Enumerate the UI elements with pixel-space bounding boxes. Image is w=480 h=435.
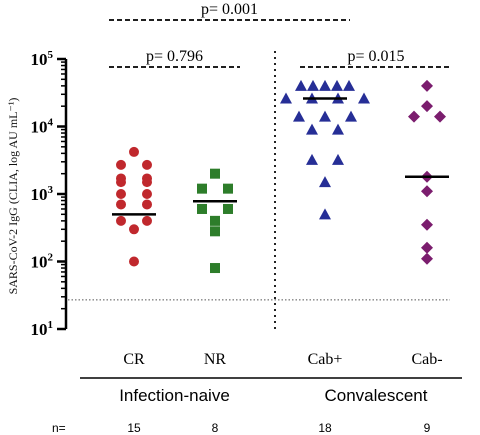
n-value: 8 [212,421,219,435]
data-point [129,256,139,267]
comparison-p-value: p= 0.015 [347,48,404,65]
data-point [331,79,343,91]
data-point [280,92,292,104]
comparison-p-value: p= 0.796 [146,48,203,65]
data-point [319,208,331,220]
data-point [142,215,152,226]
data-point [306,123,318,135]
x-category-label: Cab- [411,351,442,368]
data-point [197,203,207,214]
reference-line-layer [68,51,450,329]
x-category-label: NR [204,351,227,368]
data-point [306,153,318,165]
data-point [343,79,355,91]
data-point [129,146,139,157]
x-axis-categories: CR NR Cab+ Cab- [123,351,442,368]
y-tick-label: 101 [31,319,54,339]
group-label: Convalescent [324,386,427,405]
y-tick-label: 105 [31,49,54,69]
data-point [421,100,433,113]
data-point [295,79,307,91]
data-point [142,159,152,170]
data-point [332,123,344,135]
data-point [319,110,331,122]
data-point [129,224,139,235]
data-point [142,189,152,199]
data-point [223,183,233,194]
data-point [142,199,152,210]
y-axis-label: SARS-CoV-2 IgG (CLIA, log AU mL⁻¹) [6,98,20,295]
y-tick-label: 104 [31,117,54,137]
data-point [421,185,433,198]
data-point [210,226,220,237]
data-point [116,215,126,226]
group-label: Infection-naive [119,386,230,405]
data-point [421,79,433,92]
data-point [210,215,220,226]
data-point [307,79,319,91]
data-point [345,110,357,122]
comparison-p-value: p= 0.001 [201,1,258,18]
x-category-label: Cab+ [308,351,343,368]
data-point [197,183,207,194]
sample-sizes: n= 15 8 18 9 [52,421,431,435]
n-value: 15 [127,421,141,435]
data-point [319,176,331,188]
comparison-brackets: p= 0.001 p= 0.796 p= 0.015 [109,1,452,68]
data-point [358,92,370,104]
data-point [434,110,446,123]
data-point [116,159,126,170]
y-tick-label: 103 [31,184,54,204]
n-label: n= [52,421,66,435]
data-point [408,110,420,123]
y-tick-label: 102 [31,252,54,272]
data-points-layer [116,79,446,274]
data-point [142,177,152,188]
n-value: 18 [318,421,332,435]
data-point [116,177,126,188]
data-point [421,218,433,231]
data-point [210,263,220,274]
data-point [421,241,433,254]
data-point [210,168,220,179]
y-axis-ticks: 101 102 103 104 105 [31,49,68,339]
data-point [293,110,305,122]
data-point [116,199,126,210]
data-point [332,153,344,165]
data-point [421,252,433,265]
data-point [116,189,126,199]
median-lines-layer [112,97,449,216]
data-point [319,79,331,91]
group-labels: Infection-naive Convalescent [80,377,462,405]
x-category-label: CR [123,351,145,368]
n-value: 9 [424,421,431,435]
data-point [223,203,233,214]
